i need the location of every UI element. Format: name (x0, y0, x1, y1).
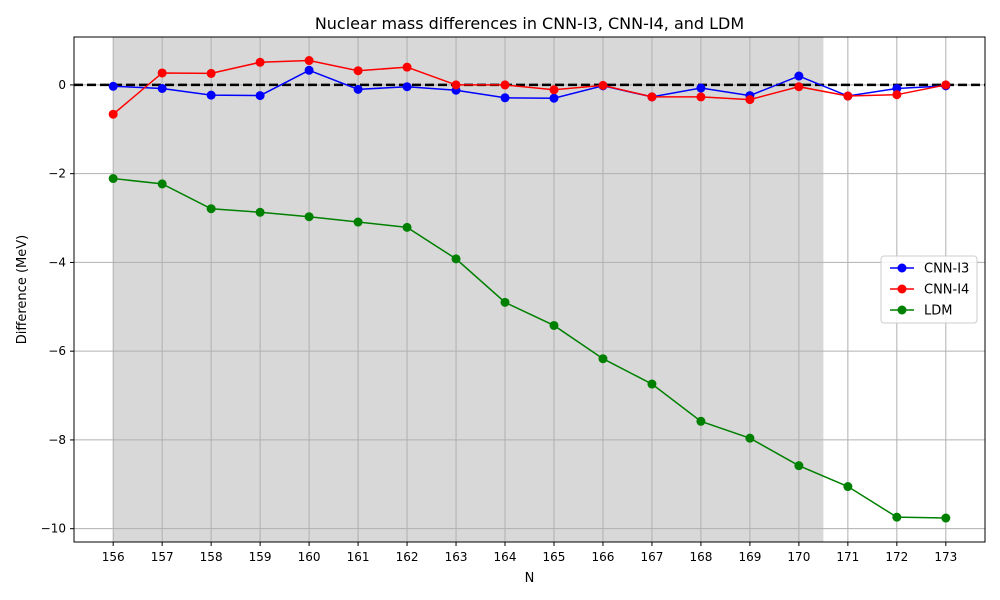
data-point-cnn-i3 (353, 84, 363, 94)
x-axis-label: N (525, 571, 535, 586)
x-tick-label: 156 (102, 550, 125, 564)
y-tick-label: 0 (58, 78, 66, 92)
y-axis-label: Difference (MeV) (15, 235, 30, 344)
data-point-ldm (402, 222, 412, 232)
chart-title: Nuclear mass differences in CNN-I3, CNN-… (315, 14, 744, 33)
data-point-cnn-i4 (843, 91, 853, 101)
data-point-ldm (892, 512, 902, 522)
data-point-ldm (206, 204, 216, 214)
legend-label-cnn-i3: CNN-I3 (924, 262, 969, 277)
data-point-cnn-i3 (108, 81, 118, 91)
data-point-ldm (941, 513, 951, 523)
data-point-cnn-i3 (696, 83, 706, 93)
data-point-ldm (451, 254, 461, 264)
x-tick-label: 168 (689, 550, 712, 564)
data-point-cnn-i4 (206, 68, 216, 78)
data-point-cnn-i4 (647, 92, 657, 102)
data-point-cnn-i3 (549, 93, 559, 103)
data-point-cnn-i4 (892, 90, 902, 100)
data-point-cnn-i4 (353, 66, 363, 76)
data-point-ldm (157, 179, 167, 189)
series-line-cnn-i4 (112, 59, 946, 115)
legend-marker-ldm (897, 305, 907, 315)
data-point-ldm (549, 320, 559, 330)
data-point-ldm (696, 416, 706, 426)
data-point-ldm (353, 217, 363, 227)
shaded-region (113, 37, 824, 542)
y-tick-label: −2 (48, 167, 66, 181)
data-point-cnn-i3 (157, 83, 167, 93)
data-point-cnn-i4 (304, 56, 314, 66)
legend-label-cnn-i4: CNN-I4 (924, 283, 969, 298)
data-point-cnn-i4 (108, 109, 118, 119)
data-point-cnn-i4 (696, 92, 706, 102)
x-tick-label: 171 (836, 550, 859, 564)
data-point-cnn-i4 (549, 85, 559, 95)
data-point-ldm (255, 207, 265, 217)
legend-box (880, 255, 978, 324)
legend: CNN-I3 CNN-I4 LDM (880, 255, 978, 324)
legend-label-ldm: LDM (924, 304, 952, 319)
series-line-ldm (113, 177, 946, 519)
data-point-ldm (598, 354, 608, 364)
data-point-cnn-i4 (598, 80, 608, 90)
x-tick-label: 172 (885, 550, 908, 564)
data-point-cnn-i4 (941, 80, 951, 90)
y-tick-label: −6 (48, 344, 66, 358)
data-point-cnn-i4 (402, 62, 412, 72)
x-tick-label: 167 (640, 550, 663, 564)
data-point-ldm (843, 482, 853, 492)
x-tick-label: 160 (298, 550, 321, 564)
y-tick-label: −4 (48, 255, 66, 269)
data-point-cnn-i3 (500, 93, 510, 103)
legend-marker-cnn-i3 (897, 263, 907, 273)
x-tick-label: 163 (445, 550, 468, 564)
data-point-cnn-i3 (206, 90, 216, 100)
data-point-cnn-i3 (402, 82, 412, 92)
x-tick-label: 169 (738, 550, 761, 564)
data-point-cnn-i3 (794, 71, 804, 81)
x-tick-label: 165 (543, 550, 566, 564)
x-tick-label: 173 (934, 550, 957, 564)
series-line-cnn-i3 (113, 69, 946, 99)
data-point-cnn-i3 (304, 65, 314, 75)
data-point-cnn-i4 (157, 68, 167, 78)
x-tick-label: 157 (151, 550, 174, 564)
data-point-ldm (304, 212, 314, 222)
data-point-cnn-i4 (794, 82, 804, 92)
x-tick-label: 170 (787, 550, 810, 564)
data-point-ldm (108, 174, 118, 184)
data-point-cnn-i4 (451, 80, 461, 90)
data-point-ldm (745, 433, 755, 443)
x-tick-label: 166 (592, 550, 615, 564)
legend-marker-cnn-i4 (897, 284, 907, 294)
data-point-ldm (500, 297, 510, 307)
y-tick-label: −10 (41, 522, 66, 536)
data-point-cnn-i4 (255, 57, 265, 67)
data-point-cnn-i3 (892, 83, 902, 93)
plot-frame (73, 36, 986, 543)
data-point-cnn-i4 (500, 80, 510, 90)
x-tick-label: 161 (347, 550, 370, 564)
data-point-cnn-i3 (255, 91, 265, 101)
data-point-cnn-i4 (745, 95, 755, 105)
y-tick-label: −8 (48, 433, 66, 447)
x-tick-label: 158 (200, 550, 223, 564)
x-tick-label: 159 (249, 550, 272, 564)
x-tick-label: 164 (494, 550, 517, 564)
x-tick-label: 162 (396, 550, 419, 564)
data-point-ldm (647, 379, 657, 389)
data-point-ldm (794, 461, 804, 471)
